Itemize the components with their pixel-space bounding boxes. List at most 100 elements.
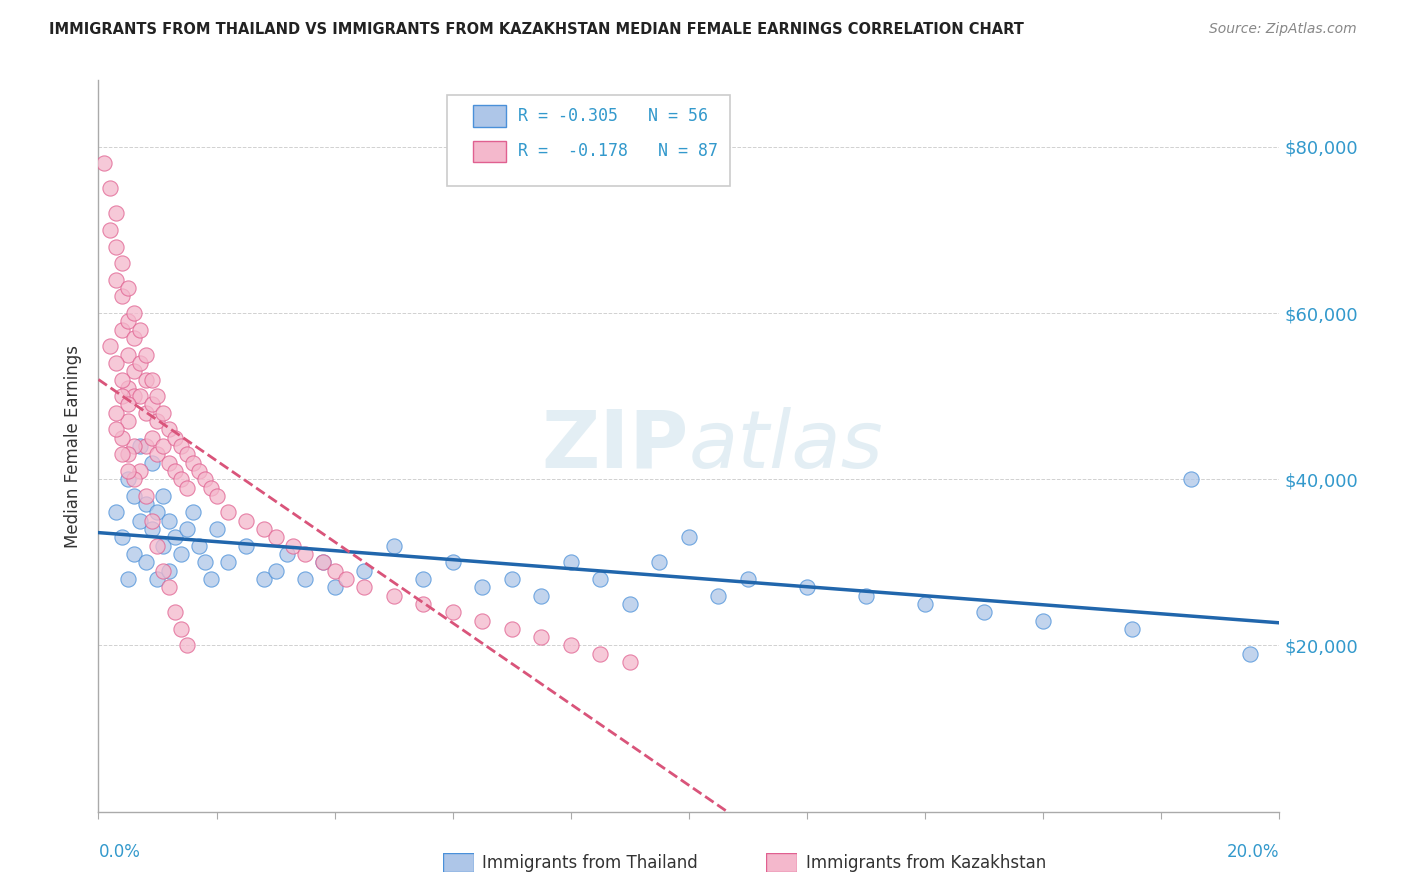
- Point: [135, 497, 157, 511]
- Point: [157, 580, 180, 594]
- Text: atlas: atlas: [689, 407, 884, 485]
- Text: IMMIGRANTS FROM THAILAND VS IMMIGRANTS FROM KAZAKHSTAN MEDIAN FEMALE EARNINGS CO: IMMIGRANTS FROM THAILAND VS IMMIGRANTS F…: [49, 22, 1024, 37]
- Point: [1180, 472, 1202, 486]
- Point: [152, 539, 174, 553]
- Point: [187, 464, 209, 478]
- Point: [412, 597, 434, 611]
- Point: [264, 530, 287, 544]
- Point: [111, 431, 134, 445]
- Point: [122, 306, 145, 320]
- Point: [217, 506, 239, 520]
- Point: [181, 506, 204, 520]
- Point: [737, 572, 759, 586]
- FancyBboxPatch shape: [472, 105, 506, 127]
- FancyBboxPatch shape: [472, 141, 506, 162]
- Point: [176, 639, 198, 653]
- Point: [135, 406, 157, 420]
- Point: [146, 539, 169, 553]
- Point: [128, 356, 150, 370]
- Point: [141, 372, 163, 386]
- Point: [141, 522, 163, 536]
- Point: [560, 555, 582, 569]
- Point: [205, 522, 228, 536]
- Point: [1032, 614, 1054, 628]
- Point: [117, 381, 139, 395]
- Point: [619, 597, 641, 611]
- Point: [93, 156, 115, 170]
- Point: [157, 514, 180, 528]
- Point: [412, 572, 434, 586]
- Point: [111, 389, 134, 403]
- Point: [235, 539, 257, 553]
- Point: [157, 422, 180, 436]
- Point: [111, 372, 134, 386]
- Point: [117, 572, 139, 586]
- Point: [98, 181, 121, 195]
- Point: [117, 347, 139, 362]
- Point: [353, 580, 375, 594]
- Point: [589, 572, 612, 586]
- Point: [294, 572, 316, 586]
- Point: [181, 456, 204, 470]
- Point: [176, 481, 198, 495]
- Point: [294, 547, 316, 561]
- Point: [205, 489, 228, 503]
- Point: [323, 580, 346, 594]
- Point: [117, 414, 139, 428]
- Point: [152, 439, 174, 453]
- Point: [128, 323, 150, 337]
- Point: [253, 522, 276, 536]
- Point: [264, 564, 287, 578]
- Point: [105, 239, 128, 253]
- Point: [194, 472, 217, 486]
- Point: [176, 522, 198, 536]
- Point: [353, 564, 375, 578]
- Point: [117, 472, 139, 486]
- Point: [678, 530, 700, 544]
- Point: [170, 622, 193, 636]
- Point: [122, 489, 145, 503]
- Point: [111, 447, 134, 461]
- Point: [200, 572, 222, 586]
- Point: [152, 564, 174, 578]
- Point: [619, 655, 641, 669]
- Point: [117, 397, 139, 411]
- Point: [117, 314, 139, 328]
- Point: [122, 472, 145, 486]
- Text: 20.0%: 20.0%: [1227, 843, 1279, 861]
- Point: [235, 514, 257, 528]
- Point: [98, 223, 121, 237]
- Point: [200, 481, 222, 495]
- Point: [111, 530, 134, 544]
- Point: [128, 439, 150, 453]
- Point: [135, 372, 157, 386]
- Text: Immigrants from Thailand: Immigrants from Thailand: [482, 854, 697, 871]
- Point: [146, 447, 169, 461]
- Point: [283, 539, 305, 553]
- Point: [146, 506, 169, 520]
- Point: [117, 464, 139, 478]
- Point: [122, 389, 145, 403]
- Point: [796, 580, 818, 594]
- Point: [187, 539, 209, 553]
- Point: [312, 555, 335, 569]
- Point: [914, 597, 936, 611]
- Point: [973, 605, 995, 619]
- Point: [217, 555, 239, 569]
- Point: [165, 431, 187, 445]
- Point: [382, 539, 405, 553]
- Point: [530, 630, 553, 644]
- Text: Source: ZipAtlas.com: Source: ZipAtlas.com: [1209, 22, 1357, 37]
- Point: [530, 589, 553, 603]
- Point: [117, 447, 139, 461]
- Point: [122, 439, 145, 453]
- Point: [382, 589, 405, 603]
- Text: Immigrants from Kazakhstan: Immigrants from Kazakhstan: [806, 854, 1046, 871]
- Text: R = -0.305   N = 56: R = -0.305 N = 56: [517, 107, 707, 125]
- Point: [128, 464, 150, 478]
- Point: [1121, 622, 1143, 636]
- Point: [855, 589, 877, 603]
- Point: [122, 364, 145, 378]
- Point: [111, 289, 134, 303]
- Point: [141, 397, 163, 411]
